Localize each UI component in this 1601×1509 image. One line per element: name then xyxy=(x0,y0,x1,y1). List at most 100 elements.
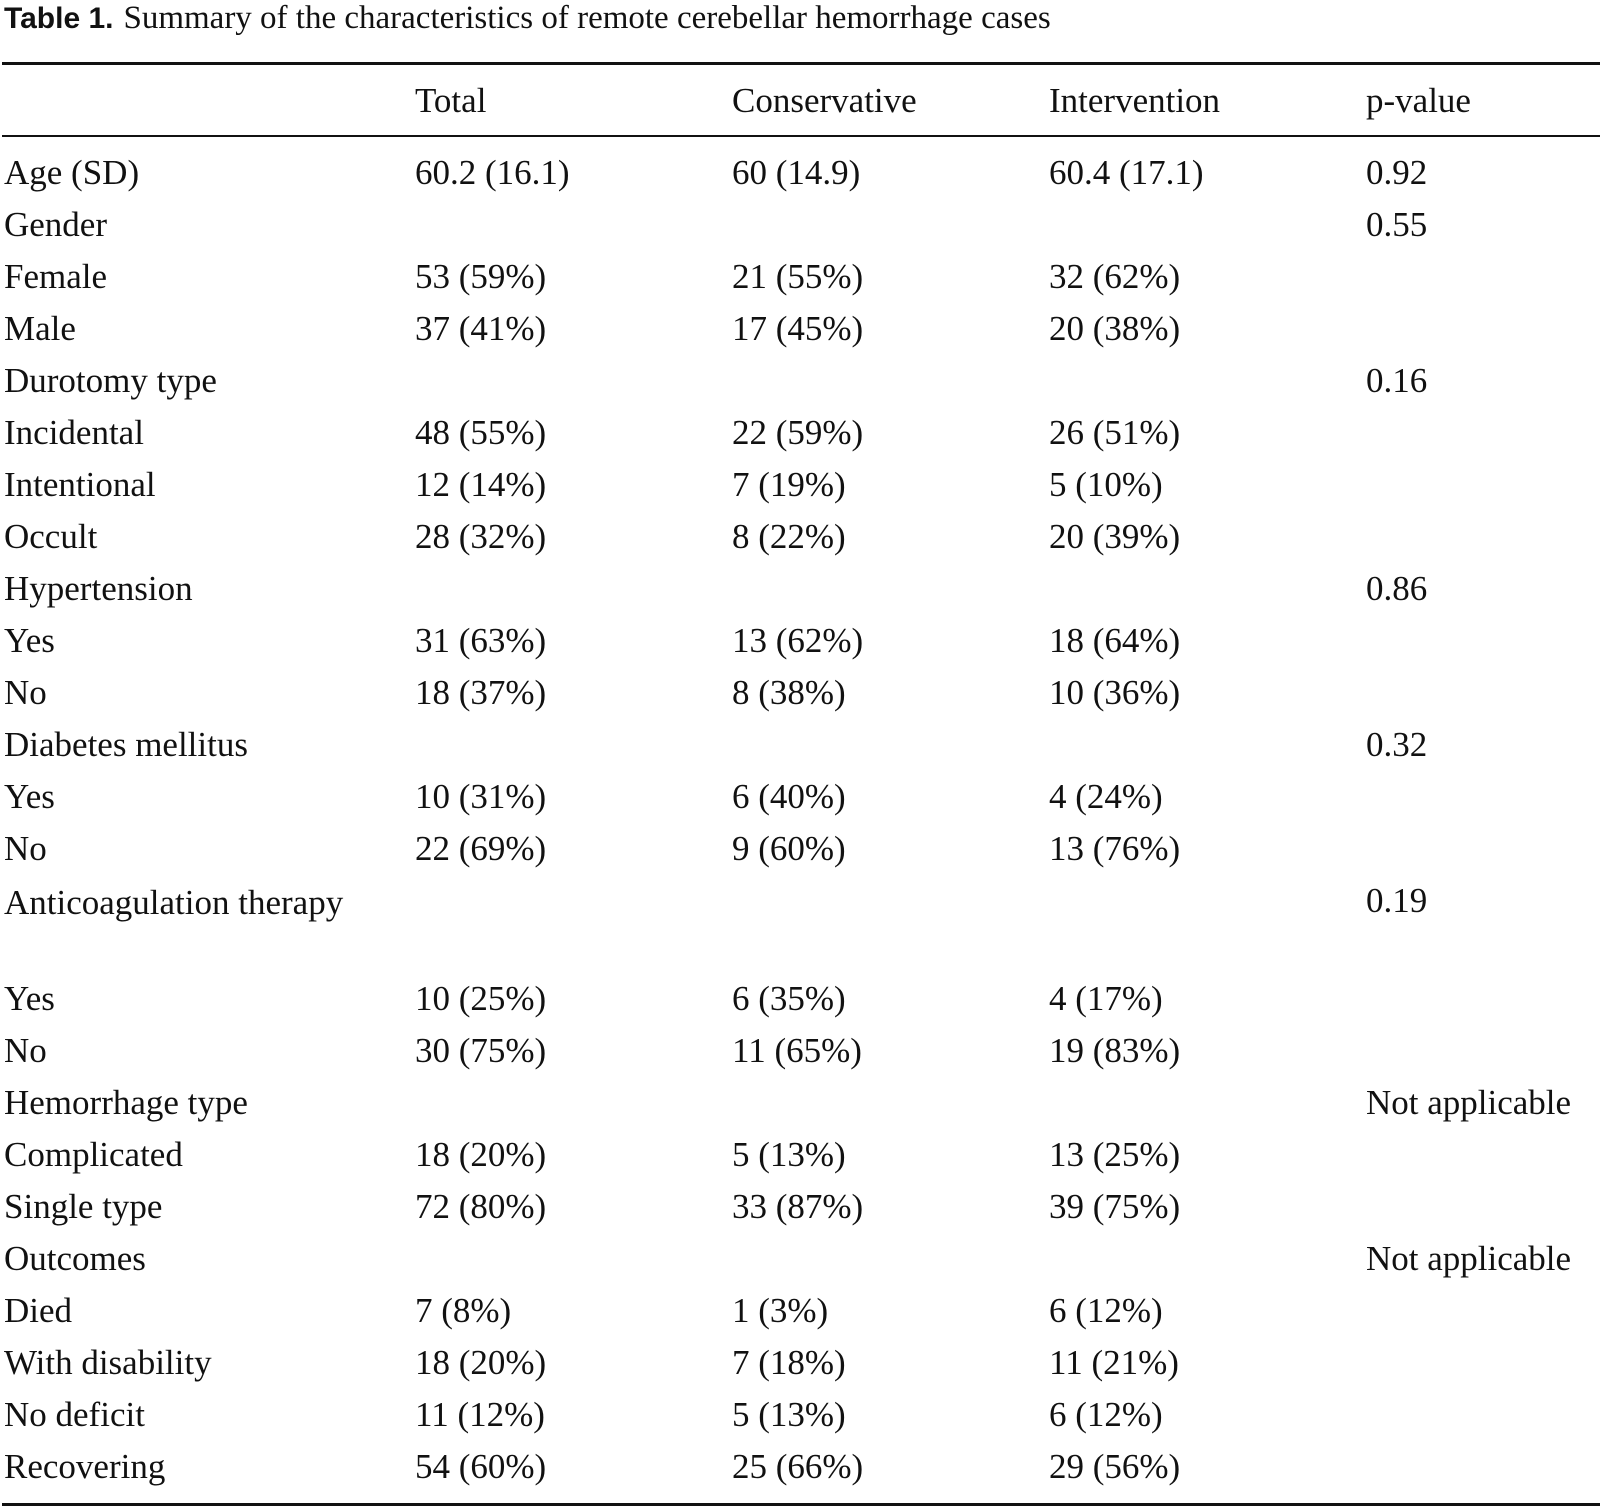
table-row: Recovering 54 (60%) 25 (66%) 29 (56%) xyxy=(4,1446,1600,1498)
table-row: Yes 10 (25%) 6 (35%) 4 (17%) xyxy=(4,978,1600,1030)
header-spacer xyxy=(4,136,1600,152)
cell-total xyxy=(415,1238,732,1290)
cell-p-value xyxy=(1366,1030,1600,1082)
cell-intervention: 6 (12%) xyxy=(1049,1395,1163,1434)
cell-conservative: 33 (87%) xyxy=(732,1187,864,1226)
row-label: Male xyxy=(4,309,76,348)
cell-p-value: 0.19 xyxy=(1366,881,1428,920)
cell-intervention: 19 (83%) xyxy=(1049,1031,1181,1070)
cell-p-value xyxy=(1366,516,1600,568)
table-row: Outcomes Not applicable xyxy=(4,1238,1600,1290)
table-row: Intentional 12 (14%) 7 (19%) 5 (10%) xyxy=(4,464,1600,516)
header-rule xyxy=(2,135,1600,137)
row-label: No deficit xyxy=(4,1395,145,1434)
cell-p-value: 0.86 xyxy=(1366,569,1428,608)
cell-p-value xyxy=(1366,256,1600,308)
cell-conservative xyxy=(732,880,1049,978)
cell-p-value xyxy=(1366,672,1600,724)
cell-p-value xyxy=(1366,1134,1600,1186)
cell-p-value xyxy=(1366,776,1600,828)
row-label: No xyxy=(4,673,47,712)
table-row: No deficit 11 (12%) 5 (13%) 6 (12%) xyxy=(4,1394,1600,1446)
table-row: Female 53 (59%) 21 (55%) 32 (62%) xyxy=(4,256,1600,308)
row-label: Occult xyxy=(4,517,98,556)
table-row: Occult 28 (32%) 8 (22%) 20 (39%) xyxy=(4,516,1600,568)
table-row: Diabetes mellitus 0.32 xyxy=(4,724,1600,776)
top-rule xyxy=(2,62,1600,65)
cell-total: 37 (41%) xyxy=(415,309,547,348)
cell-total: 18 (37%) xyxy=(415,673,547,712)
table-row: Incidental 48 (55%) 22 (59%) 26 (51%) xyxy=(4,412,1600,464)
cell-conservative: 11 (65%) xyxy=(732,1031,862,1070)
cell-intervention xyxy=(1049,568,1366,620)
table-row: No 30 (75%) 11 (65%) 19 (83%) xyxy=(4,1030,1600,1082)
cell-conservative: 5 (13%) xyxy=(732,1395,846,1434)
table-row: Hypertension 0.86 xyxy=(4,568,1600,620)
row-label: No xyxy=(4,1031,47,1070)
cell-conservative xyxy=(732,724,1049,776)
row-label: Yes xyxy=(4,621,55,660)
row-label: Female xyxy=(4,257,108,296)
table-row: Single type 72 (80%) 33 (87%) 39 (75%) xyxy=(4,1186,1600,1238)
table-row: Age (SD) 60.2 (16.1) 60 (14.9) 60.4 (17.… xyxy=(4,152,1600,204)
row-label: Recovering xyxy=(4,1447,166,1486)
cell-intervention xyxy=(1049,1238,1366,1290)
cell-intervention: 10 (36%) xyxy=(1049,673,1181,712)
cell-total: 28 (32%) xyxy=(415,517,547,556)
table-row: No 22 (69%) 9 (60%) 13 (76%) xyxy=(4,828,1600,880)
cell-total xyxy=(415,568,732,620)
cell-intervention xyxy=(1049,1082,1366,1134)
row-label: No xyxy=(4,829,47,868)
cell-intervention xyxy=(1049,880,1366,978)
row-label: With disability xyxy=(4,1343,212,1382)
row-label: Died xyxy=(4,1291,73,1330)
cell-p-value: 0.16 xyxy=(1366,361,1428,400)
cell-intervention: 13 (25%) xyxy=(1049,1135,1181,1174)
cell-conservative xyxy=(732,360,1049,412)
cell-intervention: 20 (38%) xyxy=(1049,309,1181,348)
cell-total: 10 (25%) xyxy=(415,979,547,1018)
row-label: Gender xyxy=(4,205,108,244)
cell-conservative: 13 (62%) xyxy=(732,621,864,660)
row-label: Anticoagulation therapy xyxy=(4,883,344,922)
cell-total: 60.2 (16.1) xyxy=(415,153,570,192)
cell-conservative xyxy=(732,568,1049,620)
cell-total: 18 (20%) xyxy=(415,1343,547,1382)
cell-p-value: Not applicable xyxy=(1366,1083,1572,1122)
cell-conservative: 60 (14.9) xyxy=(732,153,861,192)
cell-p-value xyxy=(1366,412,1600,464)
row-label: Intentional xyxy=(4,465,156,504)
cell-total: 30 (75%) xyxy=(415,1031,547,1070)
cell-total xyxy=(415,204,732,256)
header-cell-intervention: Intervention xyxy=(1049,81,1221,120)
row-label: Durotomy type xyxy=(4,361,217,400)
cell-total: 48 (55%) xyxy=(415,413,547,452)
cell-intervention: 6 (12%) xyxy=(1049,1291,1163,1330)
cell-p-value: 0.32 xyxy=(1366,725,1428,764)
cell-conservative: 6 (40%) xyxy=(732,777,846,816)
cell-p-value xyxy=(1366,1342,1600,1394)
table-row: No 18 (37%) 8 (38%) 10 (36%) xyxy=(4,672,1600,724)
row-label: Hypertension xyxy=(4,569,193,608)
bottom-rule xyxy=(2,1503,1600,1506)
table-row: Male 37 (41%) 17 (45%) 20 (38%) xyxy=(4,308,1600,360)
cell-total: 22 (69%) xyxy=(415,829,547,868)
cell-p-value xyxy=(1366,1446,1600,1498)
table-number: Table 1. xyxy=(4,2,114,35)
cell-p-value xyxy=(1366,464,1600,516)
table-caption: Table 1. Summary of the characteristics o… xyxy=(4,0,1051,38)
cell-intervention xyxy=(1049,724,1366,776)
header-cell-p-value: p-value xyxy=(1366,81,1471,120)
cell-total xyxy=(415,880,732,978)
cell-conservative: 6 (35%) xyxy=(732,979,846,1018)
table-row: Durotomy type 0.16 xyxy=(4,360,1600,412)
cell-conservative: 1 (3%) xyxy=(732,1291,829,1330)
cell-conservative: 5 (13%) xyxy=(732,1135,846,1174)
cell-total: 7 (8%) xyxy=(415,1291,512,1330)
header-cell-conservative: Conservative xyxy=(732,81,917,120)
row-label: Incidental xyxy=(4,413,144,452)
cell-intervention: 32 (62%) xyxy=(1049,257,1181,296)
cell-total xyxy=(415,724,732,776)
cell-conservative: 8 (38%) xyxy=(732,673,846,712)
cell-intervention: 18 (64%) xyxy=(1049,621,1181,660)
